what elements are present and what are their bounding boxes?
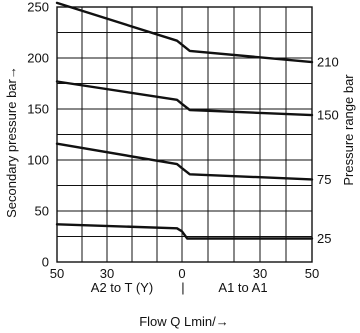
y-axis-title: Secondary pressure bar→ xyxy=(4,66,19,218)
direction-label-right: A1 to A1 xyxy=(218,280,267,295)
direction-label-left: A2 to T (Y) xyxy=(91,280,153,295)
curve-75-bar xyxy=(55,142,314,181)
curve-210-bar xyxy=(55,1,314,64)
pressure-range-label: 25 xyxy=(317,231,331,246)
y-tick-label: 250 xyxy=(27,0,49,15)
y-tick-labels: 0 50 100 150 200 250 xyxy=(27,0,49,270)
pressure-range-label: 210 xyxy=(317,55,339,70)
pressure-range-label: 150 xyxy=(317,108,339,123)
curve-150-bar xyxy=(55,80,314,117)
grid xyxy=(56,6,313,263)
x-tick-label: 50 xyxy=(50,266,64,281)
right-axis-title: Pressure range bar xyxy=(341,74,356,186)
y-tick-label: 50 xyxy=(35,204,49,219)
y-tick-label: 200 xyxy=(27,51,49,66)
x-tick-labels: 50 30 0 30 50 xyxy=(50,266,319,281)
pressure-range-label: 75 xyxy=(317,172,331,187)
pressure-range-labels: 25 75 150 210 xyxy=(317,55,339,246)
y-tick-label: 100 xyxy=(27,153,49,168)
y-tick-label: 0 xyxy=(42,255,49,270)
direction-separator: | xyxy=(181,280,184,295)
x-tick-label: 30 xyxy=(100,266,114,281)
y-tick-label: 150 xyxy=(27,102,49,117)
x-tick-label: 0 xyxy=(178,266,185,281)
x-tick-label: 30 xyxy=(253,266,267,281)
curve-25-bar xyxy=(55,223,314,240)
plot-frame xyxy=(56,6,313,263)
x-axis-title: Flow Q Lmin/→ xyxy=(139,314,229,329)
curves xyxy=(55,1,314,240)
x-tick-label: 50 xyxy=(305,266,319,281)
